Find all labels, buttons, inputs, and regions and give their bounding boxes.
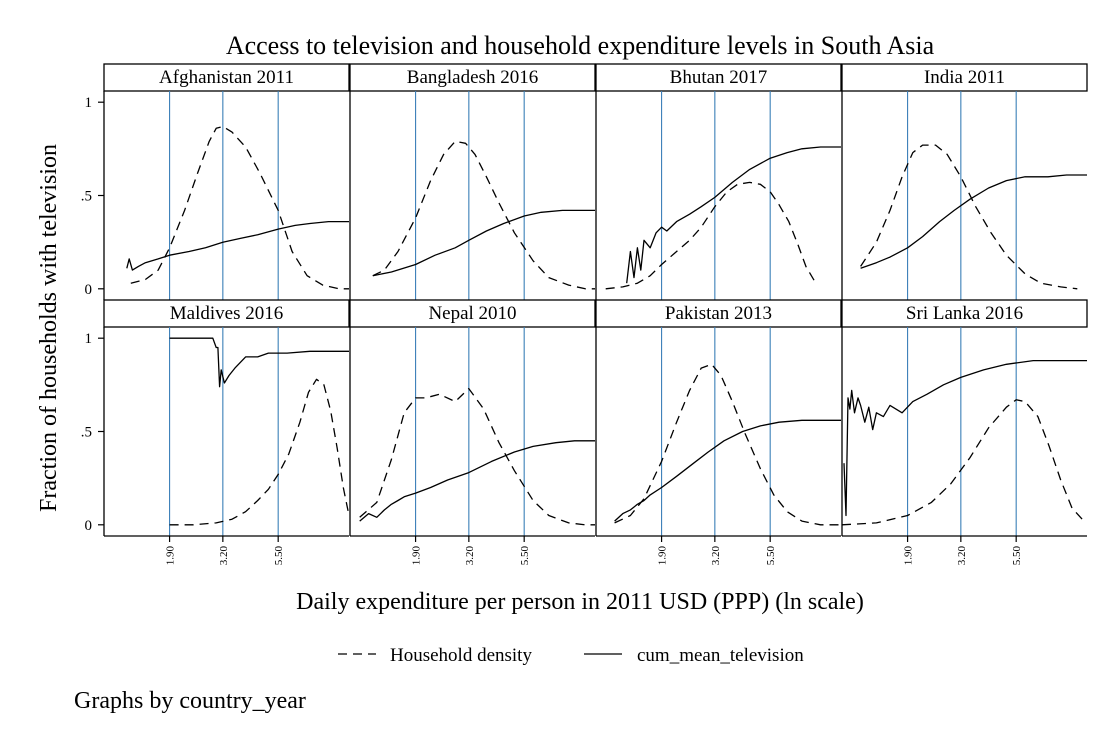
panel-bhutan-2017: Bhutan 2017: [595, 63, 842, 300]
y-tick-label: 1: [85, 331, 93, 347]
panel-title: Afghanistan 2011: [159, 67, 294, 88]
series-cum-mean-television: [372, 209, 595, 277]
x-tick-label: 5.50: [765, 546, 777, 566]
series-cum-mean-television: [359, 440, 595, 522]
x-tick-label: 1.90: [903, 546, 915, 566]
y-tick-label: 0: [85, 282, 93, 298]
panel-grid: Afghanistan 2011 0 .5 1 Bangladesh 2016 Bhuta…: [81, 63, 1088, 566]
panel-nepal-2010: Nepal 2010 1.90 3.20 5.50: [349, 299, 596, 566]
panel-title: Bangladesh 2016: [407, 67, 538, 88]
legend: Household density cum_mean_television: [338, 645, 804, 666]
panel-header: [595, 299, 842, 328]
series-household-density: [359, 387, 595, 526]
legend-label-cum-mean: cum_mean_television: [637, 645, 804, 666]
y-axis-title: Fraction of households with television: [36, 144, 62, 512]
series-household-density: [614, 363, 841, 526]
series-household-density: [605, 181, 816, 290]
panel-pakistan-2013: Pakistan 2013 1.90 3.20 5.50: [595, 299, 842, 566]
legend-label-density: Household density: [390, 645, 532, 666]
series-cum-mean-television: [843, 359, 1087, 517]
panel-title: Sri Lanka 2016: [906, 303, 1023, 324]
panel-header: [349, 63, 596, 92]
x-tick-label: 5.50: [1011, 546, 1023, 566]
panel-title: India 2011: [924, 67, 1005, 88]
series-household-density: [130, 125, 349, 290]
panel-maldives-2016: Maldives 2016 0 .5 1 1.90 3.20 5.50: [81, 299, 350, 566]
x-tick-label: 5.50: [273, 546, 285, 566]
y-tick-label: 1: [85, 95, 93, 111]
series-cum-mean-television: [126, 220, 349, 271]
x-tick-label: 1.90: [165, 546, 177, 566]
panel-header: [103, 63, 350, 92]
x-tick-label: 1.90: [411, 546, 423, 566]
y-tick-label: .5: [81, 425, 92, 441]
chart-title: Access to television and household expen…: [226, 31, 935, 60]
graphs-by-note: Graphs by country_year: [74, 688, 306, 714]
panel-afghanistan-2011: Afghanistan 2011 0 .5 1: [81, 63, 350, 300]
x-tick-label: 3.20: [218, 546, 230, 566]
series-household-density: [841, 399, 1088, 526]
panel-title: Nepal 2010: [428, 303, 516, 324]
panel-title: Maldives 2016: [170, 303, 283, 324]
series-household-density: [860, 144, 1078, 290]
panel-india-2011: India 2011: [841, 63, 1088, 300]
series-cum-mean-television: [614, 419, 841, 522]
panel-header: [349, 299, 596, 328]
series-cum-mean-television: [626, 146, 841, 284]
y-tick-label: .5: [81, 189, 92, 205]
series-household-density: [372, 140, 595, 290]
panel-header: [841, 299, 1088, 328]
x-tick-label: 3.20: [464, 546, 476, 566]
series-cum-mean-television: [860, 174, 1087, 269]
panel-bangladesh-2016: Bangladesh 2016: [349, 63, 596, 300]
y-tick-label: 0: [85, 518, 93, 534]
x-tick-label: 5.50: [519, 546, 531, 566]
x-axis-title: Daily expenditure per person in 2011 USD…: [296, 589, 864, 615]
panel-header: [841, 63, 1088, 92]
panel-header: [595, 63, 842, 92]
panel-title: Pakistan 2013: [665, 303, 772, 324]
x-tick-label: 3.20: [710, 546, 722, 566]
panel-sri-lanka-2016: Sri Lanka 2016 1.90 3.20 5.50: [841, 299, 1088, 566]
panel-header: [103, 299, 350, 328]
panel-title: Bhutan 2017: [670, 67, 768, 88]
series-cum-mean-television: [169, 337, 349, 388]
x-tick-label: 3.20: [956, 546, 968, 566]
x-tick-label: 1.90: [657, 546, 669, 566]
series-household-density: [169, 378, 350, 526]
